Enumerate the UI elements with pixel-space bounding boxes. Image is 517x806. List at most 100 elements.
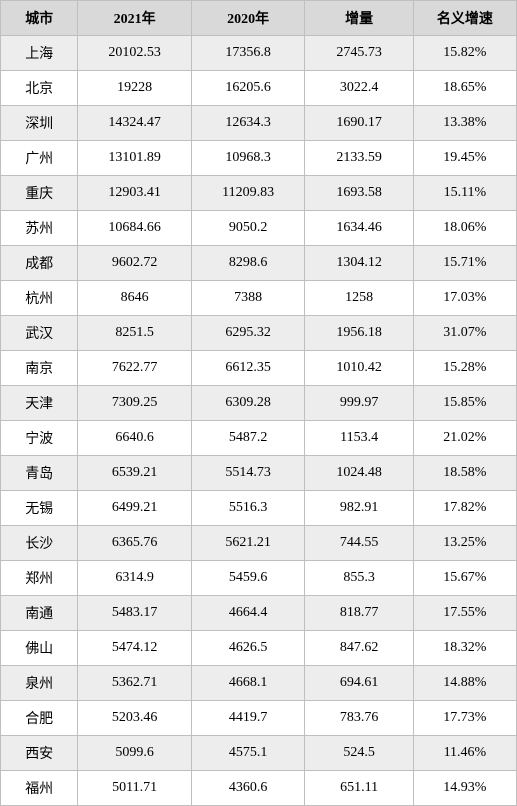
cell-2020: 10968.3 [191, 141, 305, 176]
cell-city: 无锡 [1, 491, 78, 526]
cell-2020: 17356.8 [191, 36, 305, 71]
cell-2020: 6295.32 [191, 316, 305, 351]
cell-increment: 982.91 [305, 491, 413, 526]
table-row: 无锡6499.215516.3982.9117.82% [1, 491, 517, 526]
table-row: 北京1922816205.63022.418.65% [1, 71, 517, 106]
cell-2021: 7622.77 [78, 351, 192, 386]
cell-growth-rate: 21.02% [413, 421, 516, 456]
cell-city: 天津 [1, 386, 78, 421]
table-row: 广州13101.8910968.32133.5919.45% [1, 141, 517, 176]
cell-city: 成都 [1, 246, 78, 281]
table-row: 青岛6539.215514.731024.4818.58% [1, 456, 517, 491]
cell-growth-rate: 15.82% [413, 36, 516, 71]
table-row: 福州5011.714360.6651.1114.93% [1, 771, 517, 806]
cell-2021: 6539.21 [78, 456, 192, 491]
cell-growth-rate: 18.32% [413, 631, 516, 666]
table-row: 南通5483.174664.4818.7717.55% [1, 596, 517, 631]
cell-2021: 12903.41 [78, 176, 192, 211]
cell-city: 广州 [1, 141, 78, 176]
cell-city: 长沙 [1, 526, 78, 561]
cell-growth-rate: 15.85% [413, 386, 516, 421]
cell-2021: 6365.76 [78, 526, 192, 561]
cell-2020: 12634.3 [191, 106, 305, 141]
table-row: 佛山5474.124626.5847.6218.32% [1, 631, 517, 666]
cell-increment: 694.61 [305, 666, 413, 701]
cell-2021: 5011.71 [78, 771, 192, 806]
cell-city: 重庆 [1, 176, 78, 211]
table-row: 西安5099.64575.1524.511.46% [1, 736, 517, 771]
cell-city: 深圳 [1, 106, 78, 141]
cell-increment: 1690.17 [305, 106, 413, 141]
cell-2021: 7309.25 [78, 386, 192, 421]
cell-2021: 20102.53 [78, 36, 192, 71]
cell-city: 南通 [1, 596, 78, 631]
cell-2020: 9050.2 [191, 211, 305, 246]
cell-increment: 1258 [305, 281, 413, 316]
col-header-increment: 增量 [305, 1, 413, 36]
cell-city: 上海 [1, 36, 78, 71]
cell-city: 泉州 [1, 666, 78, 701]
table-row: 长沙6365.765621.21744.5513.25% [1, 526, 517, 561]
cell-2021: 10684.66 [78, 211, 192, 246]
cell-increment: 1693.58 [305, 176, 413, 211]
cell-2020: 16205.6 [191, 71, 305, 106]
cell-increment: 2133.59 [305, 141, 413, 176]
table-row: 宁波6640.65487.21153.421.02% [1, 421, 517, 456]
cell-2021: 6499.21 [78, 491, 192, 526]
cell-2020: 6309.28 [191, 386, 305, 421]
cell-city: 苏州 [1, 211, 78, 246]
cell-2020: 4360.6 [191, 771, 305, 806]
table-body: 上海20102.5317356.82745.7315.82%北京19228162… [1, 36, 517, 806]
cell-growth-rate: 11.46% [413, 736, 516, 771]
cell-increment: 999.97 [305, 386, 413, 421]
cell-increment: 744.55 [305, 526, 413, 561]
cell-2020: 7388 [191, 281, 305, 316]
table-row: 重庆12903.4111209.831693.5815.11% [1, 176, 517, 211]
cell-growth-rate: 14.93% [413, 771, 516, 806]
table-row: 郑州6314.95459.6855.315.67% [1, 561, 517, 596]
table-row: 天津7309.256309.28999.9715.85% [1, 386, 517, 421]
cell-2020: 5514.73 [191, 456, 305, 491]
cell-increment: 783.76 [305, 701, 413, 736]
cell-2021: 13101.89 [78, 141, 192, 176]
cell-2020: 4419.7 [191, 701, 305, 736]
cell-2020: 4626.5 [191, 631, 305, 666]
cell-2020: 11209.83 [191, 176, 305, 211]
cell-2021: 5474.12 [78, 631, 192, 666]
cell-growth-rate: 15.67% [413, 561, 516, 596]
cell-increment: 3022.4 [305, 71, 413, 106]
table-row: 深圳14324.4712634.31690.1713.38% [1, 106, 517, 141]
cell-growth-rate: 17.73% [413, 701, 516, 736]
col-header-city: 城市 [1, 1, 78, 36]
cell-2020: 4668.1 [191, 666, 305, 701]
cell-city: 武汉 [1, 316, 78, 351]
cell-2021: 5483.17 [78, 596, 192, 631]
cell-growth-rate: 17.55% [413, 596, 516, 631]
cell-2020: 4575.1 [191, 736, 305, 771]
cell-2021: 8646 [78, 281, 192, 316]
cell-growth-rate: 19.45% [413, 141, 516, 176]
cell-increment: 855.3 [305, 561, 413, 596]
cell-2021: 5203.46 [78, 701, 192, 736]
cell-2021: 5099.6 [78, 736, 192, 771]
cell-increment: 2745.73 [305, 36, 413, 71]
cell-increment: 651.11 [305, 771, 413, 806]
cell-city: 南京 [1, 351, 78, 386]
cell-2020: 5621.21 [191, 526, 305, 561]
cell-increment: 1024.48 [305, 456, 413, 491]
cell-city: 西安 [1, 736, 78, 771]
cell-city: 北京 [1, 71, 78, 106]
cell-growth-rate: 15.11% [413, 176, 516, 211]
table-row: 成都9602.728298.61304.1215.71% [1, 246, 517, 281]
cell-2021: 6640.6 [78, 421, 192, 456]
col-header-growth-rate: 名义增速 [413, 1, 516, 36]
cell-growth-rate: 18.06% [413, 211, 516, 246]
cell-increment: 1304.12 [305, 246, 413, 281]
cell-growth-rate: 18.58% [413, 456, 516, 491]
cell-2021: 14324.47 [78, 106, 192, 141]
cell-increment: 1634.46 [305, 211, 413, 246]
table-header: 城市 2021年 2020年 增量 名义增速 [1, 1, 517, 36]
cell-city: 合肥 [1, 701, 78, 736]
cell-2020: 5459.6 [191, 561, 305, 596]
cell-city: 佛山 [1, 631, 78, 666]
